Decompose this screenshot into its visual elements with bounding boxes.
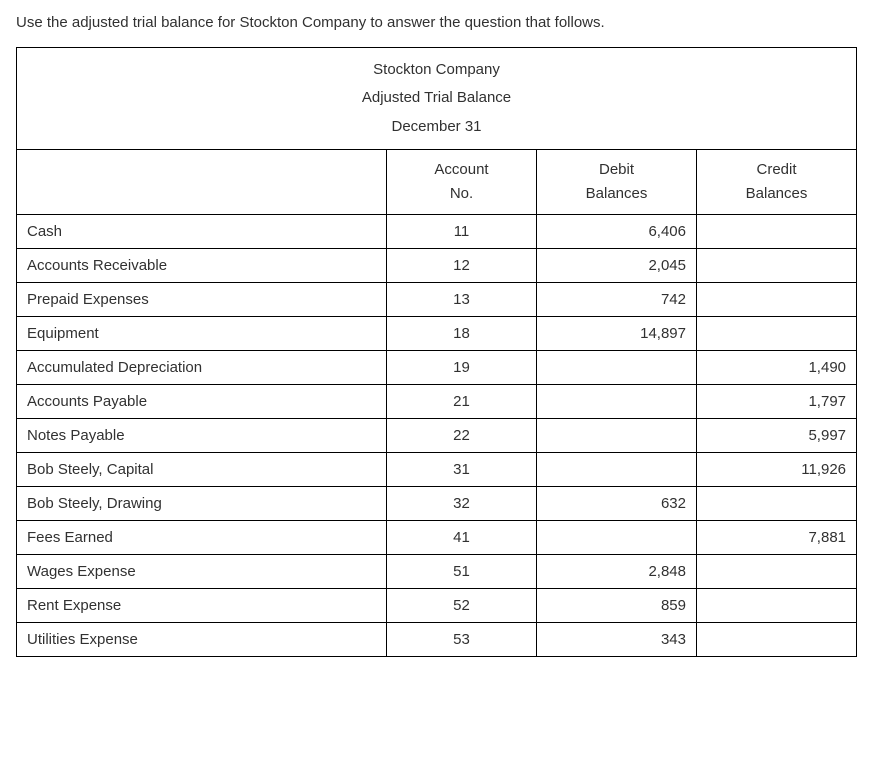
question-intro: Use the adjusted trial balance for Stock… — [16, 12, 858, 35]
credit-balance: 5,997 — [697, 419, 857, 453]
table-title-cell: Stockton Company Adjusted Trial Balance … — [17, 47, 857, 150]
table-row: Prepaid Expenses13742 — [17, 283, 857, 317]
table-row: Utilities Expense53343 — [17, 623, 857, 657]
account-name: Equipment — [17, 317, 387, 351]
table-row: Accounts Receivable122,045 — [17, 249, 857, 283]
account-number: 19 — [387, 351, 537, 385]
table-row: Fees Earned41 7,881 — [17, 521, 857, 555]
account-number: 31 — [387, 453, 537, 487]
account-name: Accounts Receivable — [17, 249, 387, 283]
debit-balance: 2,848 — [537, 555, 697, 589]
col-head-credit-line1: Credit — [757, 161, 797, 178]
col-head-account-line2: No. — [450, 185, 473, 202]
report-name: Adjusted Trial Balance — [362, 89, 511, 106]
account-name: Prepaid Expenses — [17, 283, 387, 317]
account-number: 18 — [387, 317, 537, 351]
account-number: 53 — [387, 623, 537, 657]
credit-balance — [697, 215, 857, 249]
credit-balance: 1,490 — [697, 351, 857, 385]
account-name: Wages Expense — [17, 555, 387, 589]
debit-balance: 343 — [537, 623, 697, 657]
account-number: 51 — [387, 555, 537, 589]
account-number: 52 — [387, 589, 537, 623]
column-header-row: Account No. Debit Balances Credit Balanc… — [17, 150, 857, 215]
account-name: Fees Earned — [17, 521, 387, 555]
credit-balance — [697, 487, 857, 521]
credit-balance — [697, 555, 857, 589]
debit-balance: 2,045 — [537, 249, 697, 283]
col-head-name — [17, 150, 387, 215]
report-date: December 31 — [391, 118, 481, 135]
credit-balance — [697, 623, 857, 657]
table-row: Equipment1814,897 — [17, 317, 857, 351]
credit-balance — [697, 317, 857, 351]
table-row: Wages Expense512,848 — [17, 555, 857, 589]
account-name: Accumulated Depreciation — [17, 351, 387, 385]
col-head-credit-line2: Balances — [746, 185, 808, 202]
account-name: Bob Steely, Drawing — [17, 487, 387, 521]
table-row: Bob Steely, Drawing32632 — [17, 487, 857, 521]
col-head-debit-line1: Debit — [599, 161, 634, 178]
debit-balance: 6,406 — [537, 215, 697, 249]
debit-balance: 14,897 — [537, 317, 697, 351]
account-number: 21 — [387, 385, 537, 419]
table-row: Accounts Payable21 1,797 — [17, 385, 857, 419]
debit-balance — [537, 521, 697, 555]
credit-balance: 7,881 — [697, 521, 857, 555]
table-title-row: Stockton Company Adjusted Trial Balance … — [17, 47, 857, 150]
debit-balance: 742 — [537, 283, 697, 317]
credit-balance — [697, 283, 857, 317]
account-number: 13 — [387, 283, 537, 317]
table-row: Notes Payable22 5,997 — [17, 419, 857, 453]
account-number: 22 — [387, 419, 537, 453]
account-number: 12 — [387, 249, 537, 283]
account-name: Accounts Payable — [17, 385, 387, 419]
company-name: Stockton Company — [373, 61, 500, 78]
debit-balance — [537, 351, 697, 385]
credit-balance: 11,926 — [697, 453, 857, 487]
account-name: Cash — [17, 215, 387, 249]
trial-balance-table: Stockton Company Adjusted Trial Balance … — [16, 47, 857, 658]
credit-balance — [697, 589, 857, 623]
credit-balance: 1,797 — [697, 385, 857, 419]
credit-balance — [697, 249, 857, 283]
table-row: Accumulated Depreciation19 1,490 — [17, 351, 857, 385]
account-number: 32 — [387, 487, 537, 521]
col-head-account-line1: Account — [434, 161, 488, 178]
debit-balance: 859 — [537, 589, 697, 623]
account-name: Bob Steely, Capital — [17, 453, 387, 487]
table-row: Bob Steely, Capital31 11,926 — [17, 453, 857, 487]
account-name: Notes Payable — [17, 419, 387, 453]
col-head-account-no: Account No. — [387, 150, 537, 215]
account-number: 11 — [387, 215, 537, 249]
col-head-debit: Debit Balances — [537, 150, 697, 215]
col-head-debit-line2: Balances — [586, 185, 648, 202]
table-row: Rent Expense52859 — [17, 589, 857, 623]
debit-balance — [537, 385, 697, 419]
account-name: Utilities Expense — [17, 623, 387, 657]
debit-balance — [537, 419, 697, 453]
account-name: Rent Expense — [17, 589, 387, 623]
account-number: 41 — [387, 521, 537, 555]
debit-balance — [537, 453, 697, 487]
col-head-credit: Credit Balances — [697, 150, 857, 215]
debit-balance: 632 — [537, 487, 697, 521]
table-row: Cash116,406 — [17, 215, 857, 249]
